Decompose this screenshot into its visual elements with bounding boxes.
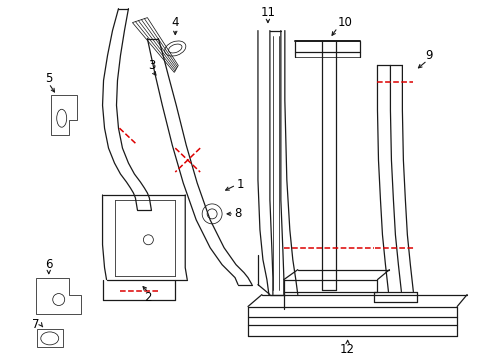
Text: 9: 9 [425, 49, 432, 62]
Text: 1: 1 [236, 179, 244, 192]
Text: 5: 5 [45, 72, 52, 85]
Text: 7: 7 [32, 318, 40, 331]
Text: 3: 3 [148, 59, 156, 72]
Text: 6: 6 [45, 258, 52, 271]
Text: 2: 2 [144, 291, 152, 304]
Text: 10: 10 [337, 16, 351, 29]
Text: 11: 11 [260, 6, 275, 19]
Text: 4: 4 [171, 16, 179, 29]
Text: 12: 12 [340, 343, 354, 356]
Text: 8: 8 [234, 207, 241, 220]
